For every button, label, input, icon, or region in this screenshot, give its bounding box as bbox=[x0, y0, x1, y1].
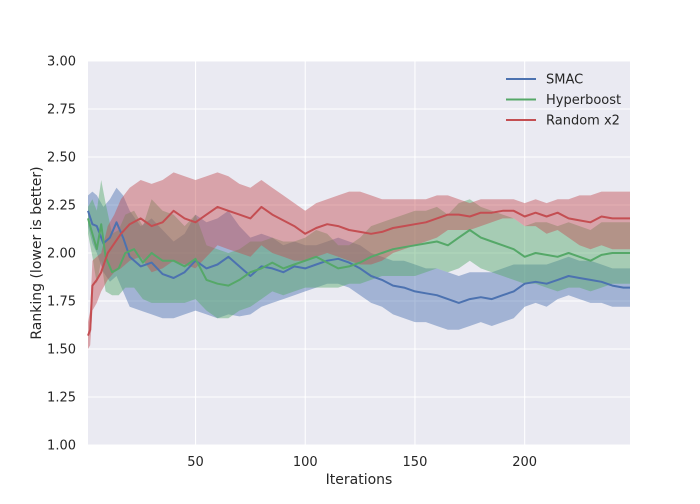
smac-line bbox=[87, 210, 630, 304]
legend-item-smac: SMAC bbox=[506, 73, 583, 88]
y-tick-label: 3.00 bbox=[47, 55, 76, 70]
y-axis-label: Ranking (lower is better) bbox=[29, 166, 45, 339]
legend-item-random-x2: Random x2 bbox=[506, 114, 620, 129]
grid-lines bbox=[88, 60, 630, 446]
legend-label: Hyperboost bbox=[546, 93, 621, 108]
x-tick-label: 50 bbox=[187, 455, 204, 470]
legend: SMAC Hyperboost Random x2 bbox=[506, 73, 621, 129]
y-tick-label: 1.75 bbox=[47, 295, 76, 310]
legend-label: Random x2 bbox=[546, 114, 620, 129]
y-axis-ticks: 1.00 1.25 1.50 1.75 2.00 2.25 2.50 2.75 3.00 bbox=[47, 55, 76, 454]
hyperboost-line bbox=[87, 218, 630, 287]
y-tick-label: 1.00 bbox=[47, 439, 76, 454]
confidence-bands bbox=[88, 172, 630, 349]
y-tick-label: 2.50 bbox=[47, 151, 76, 166]
smac-band bbox=[88, 187, 630, 330]
y-tick-label: 2.25 bbox=[47, 199, 76, 214]
random-x2-line bbox=[87, 205, 630, 336]
hyperboost-band bbox=[88, 180, 630, 319]
legend-item-hyperboost: Hyperboost bbox=[506, 93, 621, 108]
series-lines bbox=[87, 205, 630, 336]
legend-label: SMAC bbox=[546, 73, 583, 88]
y-tick-label: 2.75 bbox=[47, 103, 76, 118]
x-axis-label: Iterations bbox=[326, 472, 393, 488]
x-tick-label: 200 bbox=[512, 455, 537, 470]
x-tick-label: 150 bbox=[403, 455, 428, 470]
y-tick-label: 1.50 bbox=[47, 343, 76, 358]
x-axis-ticks: 50 100 150 200 bbox=[187, 455, 537, 470]
y-tick-label: 1.25 bbox=[47, 391, 76, 406]
y-tick-label: 2.00 bbox=[47, 247, 76, 262]
x-tick-label: 100 bbox=[293, 455, 318, 470]
random-x2-band bbox=[88, 172, 630, 349]
